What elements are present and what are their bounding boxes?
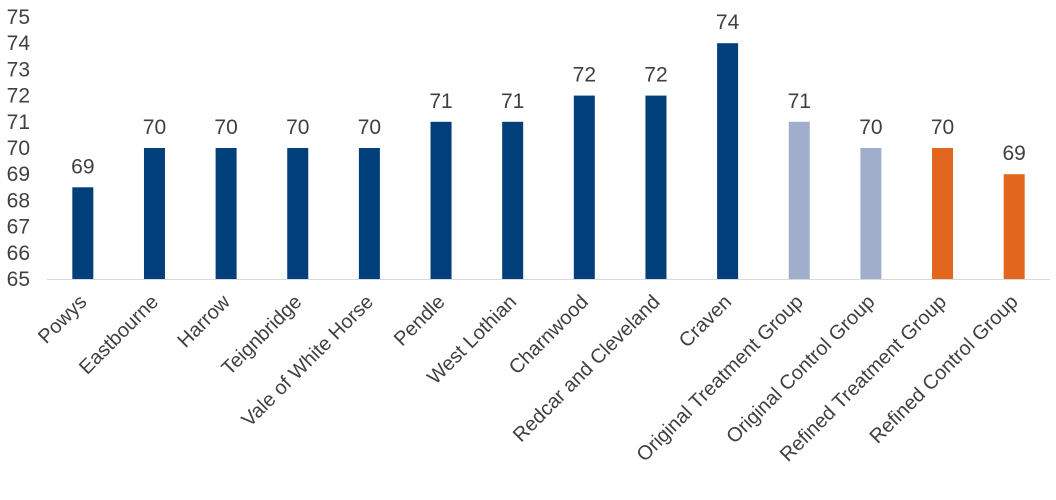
bar-value-label: 69 — [71, 155, 94, 178]
data-labels: 69 70 70 70 70 71 71 72 72 74 71 70 70 69 — [71, 11, 1026, 178]
bar — [358, 148, 380, 279]
bars — [72, 43, 1025, 280]
category-label: Vale of White Horse — [238, 291, 378, 431]
y-axis-tick-labels: 65 66 67 68 69 70 71 72 73 74 75 — [7, 6, 31, 291]
y-tick-label: 74 — [7, 32, 31, 55]
bar-value-label: 69 — [1002, 142, 1025, 165]
bar — [717, 43, 739, 280]
bar — [788, 121, 810, 279]
category-label: Powys — [34, 291, 91, 348]
bar — [215, 148, 237, 279]
bar-value-label: 71 — [501, 90, 524, 113]
category-label: Redcar and Cleveland — [509, 291, 664, 446]
bar-value-label: 71 — [429, 90, 452, 113]
bar-value-label: 70 — [358, 116, 381, 139]
y-tick-label: 71 — [7, 111, 30, 134]
y-tick-label: 65 — [7, 268, 30, 291]
bar — [645, 95, 667, 279]
category-label: Refined Control Group — [866, 291, 1023, 448]
bar — [502, 121, 524, 279]
bar-value-label: 74 — [716, 11, 740, 34]
bar-value-label: 70 — [143, 116, 166, 139]
category-label: Harrow — [174, 291, 236, 353]
y-tick-label: 75 — [7, 6, 30, 29]
bar — [143, 148, 165, 279]
category-label: Pendle — [390, 291, 450, 351]
bar — [860, 148, 882, 279]
category-label: Craven — [675, 291, 736, 352]
bar-value-label: 72 — [644, 64, 667, 87]
bar-value-label: 70 — [214, 116, 237, 139]
bar — [287, 148, 309, 279]
bar-value-label: 71 — [788, 90, 811, 113]
y-tick-label: 67 — [7, 216, 30, 239]
y-tick-label: 68 — [7, 189, 30, 212]
y-tick-label: 72 — [7, 85, 30, 108]
bar-value-label: 70 — [859, 116, 882, 139]
bar-value-label: 70 — [286, 116, 309, 139]
y-tick-label: 69 — [7, 163, 30, 186]
y-tick-label: 70 — [7, 137, 30, 160]
y-tick-label: 66 — [7, 242, 30, 265]
bar — [1003, 174, 1025, 279]
bar-value-label: 72 — [573, 64, 596, 87]
bar — [72, 187, 94, 279]
bar — [932, 148, 954, 279]
y-tick-label: 73 — [7, 58, 30, 81]
bar — [430, 121, 452, 279]
bar-value-label: 70 — [931, 116, 954, 139]
bar — [573, 95, 595, 279]
